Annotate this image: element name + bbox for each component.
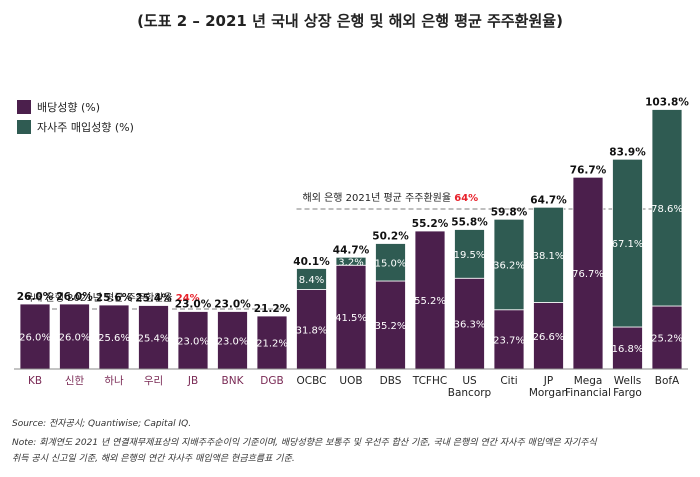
bar-dividend [454,277,485,370]
bar-total-label: 26.0% [17,291,54,303]
bar-total-label: 25.6% [96,292,133,304]
bar-dividend-label: 26.6% [533,332,565,343]
bar-buyback-label: 36.2% [493,261,525,272]
bar-buyback-label: 15.0% [375,258,407,269]
bar-dividend-label: 23.7% [493,335,525,346]
reference-label-1: 국내 은행 2021년 평균 주주환원율 24% [24,292,200,304]
footnote-line-1: Note: 회계연도 2021 년 연결재무제표상의 지배주주순이익 기준이며,… [12,438,597,448]
bar-dividend-label: 26.0% [19,333,51,344]
category-label: Mega [574,375,603,387]
bar-dividend-label: 35.2% [375,321,407,332]
bar-total-label: 59.8% [491,207,528,219]
reference-label-2: 해외 은행 2021년 평균 주주환원율 64% [303,191,479,204]
category-label: Wells [614,375,642,387]
bar-dividend-label: 25.6% [98,333,130,344]
bar-buyback [335,256,367,266]
category-label: OCBC [297,375,327,387]
bar-buyback [651,109,683,307]
bar-total-label: 21.2% [254,303,291,315]
bar-buyback-label: 38.1% [533,251,565,262]
category-label: Financial [565,387,611,399]
bar-total-label: 55.2% [412,218,449,230]
bar-total-label: 50.2% [372,231,409,243]
bar-buyback [296,268,327,290]
category-label: Bancorp [448,387,492,399]
bar-total-label: 103.8% [645,97,689,109]
bar-dividend-label: 25.4% [138,333,170,344]
bar-dividend [533,302,564,370]
footnote: Note: 회계연도 2021 년 연결재무제표상의 지배주주순이익 기준이며,… [12,435,688,467]
bar-total-label: 40.1% [293,256,330,268]
category-label: 하나 [104,374,124,387]
legend-label-2: 자사주 매입성향 (%) [37,121,134,134]
category-label: JB [187,375,198,387]
stacked-bar-chart: 배당성향 (%) 자사주 매입성향 (%) 국내 은행 2021년 평균 주주환원율… [14,97,689,399]
chart-title: (도표 2 – 2021 년 국내 상장 은행 및 해외 은행 평균 주주환원율… [137,12,563,30]
bar-buyback-label: 19.5% [454,250,486,261]
category-label: BofA [655,375,680,387]
category-label: DGB [260,375,283,387]
bar-total-label: 23.0% [214,299,251,311]
bar-dividend [98,304,130,370]
bar-dividend [256,315,288,370]
bar-dividend-label: 26.0% [59,333,91,344]
bar-dividend-label: 55.2% [414,296,446,307]
bar-total-label: 25.4% [135,293,172,305]
bar-buyback [533,206,564,303]
bar-dividend-label: 21.2% [256,339,288,350]
bar-buyback [375,243,406,282]
bar-total-label: 26.0% [56,291,93,303]
category-label: DBS [380,375,402,387]
bar-dividend [414,230,446,370]
source-note: Source: 전자공시; Quantiwise; Capital IQ. [12,419,192,429]
footnote-line-2: 취득 공시 신고일 기준, 해외 은행의 연간 자사주 매입액은 현금흐름표 기… [12,454,295,464]
bar-dividend [296,289,327,370]
bar-dividend [217,311,248,370]
bar-total-label: 76.7% [570,164,607,176]
bar-dividend-label: 41.5% [335,313,367,324]
category-label: KB [28,375,42,387]
legend-swatch-1 [17,100,31,114]
bar-buyback [493,218,525,311]
category-label: Fargo [613,387,642,399]
bar-buyback-label: 3.2% [338,257,363,268]
bar-total-label: 44.7% [333,244,370,256]
bar-dividend-label: 23.0% [217,336,249,347]
bar-dividend [19,303,51,370]
bar-dividend-label: 76.7% [572,269,604,280]
bar-total-label: 83.9% [609,146,646,158]
bar-buyback-label: 8.4% [299,275,324,286]
bar-dividend-label: 25.2% [651,334,683,345]
bar-dividend-label: 16.8% [612,344,644,355]
category-label: TCFHC [412,375,447,387]
legend-swatch-2 [17,120,31,134]
category-label: US [462,375,477,387]
category-label: Morgan [529,387,568,399]
bar-total-label: 23.0% [175,299,212,311]
bar-dividend [612,326,643,370]
category-label: Citi [500,375,517,387]
category-label: 신한 [65,375,85,387]
bar-dividend-label: 36.3% [454,320,486,331]
bar-buyback [612,158,643,328]
bar-dividend-label: 31.8% [296,325,328,336]
bar-dividend-label: 23.0% [177,336,209,347]
bar-buyback [454,229,485,279]
category-label: 우리 [144,375,163,387]
bar-dividend [375,280,406,370]
category-label: BNK [222,375,245,387]
legend-label-1: 배당성향 (%) [37,101,100,114]
category-label: UOB [339,375,362,387]
category-label: JP [543,375,553,387]
bar-dividend [138,305,169,370]
bar-total-label: 64.7% [530,194,567,206]
bar-buyback-label: 78.6% [651,204,683,215]
bar-dividend [177,311,209,370]
bar-total-label: 55.8% [451,217,488,229]
bar-buyback-label: 67.1% [612,239,644,250]
